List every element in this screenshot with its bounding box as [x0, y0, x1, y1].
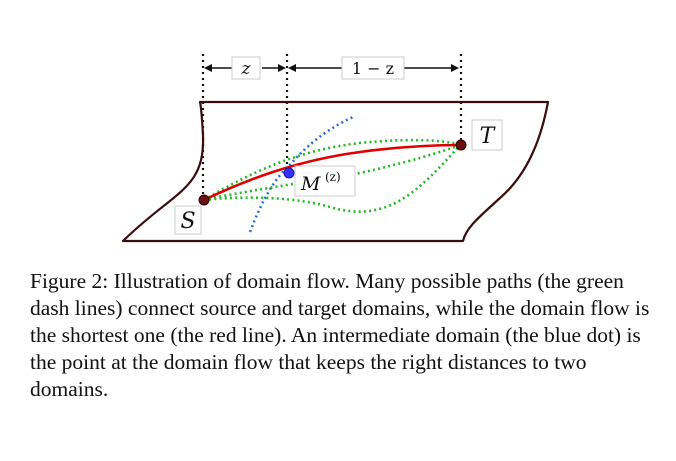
- domain-flow-line: [203, 143, 462, 202]
- source-point: [198, 194, 210, 206]
- label-target: T: [480, 124, 497, 149]
- distance-z-arrow: [204, 64, 286, 72]
- label-z: z: [241, 59, 252, 79]
- possible-path-middle: [203, 143, 462, 202]
- label-source: S: [180, 209, 195, 234]
- target-point: [455, 139, 467, 151]
- domain-manifold: [121, 100, 550, 243]
- intermediate-point: [283, 167, 295, 179]
- distance-one-minus-z-arrow: [288, 64, 459, 72]
- domain-flow-diagram: z 1 − z S T M (z): [121, 54, 550, 243]
- possible-path-lower: [203, 144, 462, 213]
- label-intermediate: M: [300, 173, 321, 195]
- label-intermediate-superscript: (z): [325, 170, 341, 184]
- label-one-minus-z: 1 − z: [352, 59, 394, 78]
- figure-caption: Figure 2: Illustration of domain flow. M…: [30, 269, 650, 401]
- possible-path-upper: [203, 138, 462, 202]
